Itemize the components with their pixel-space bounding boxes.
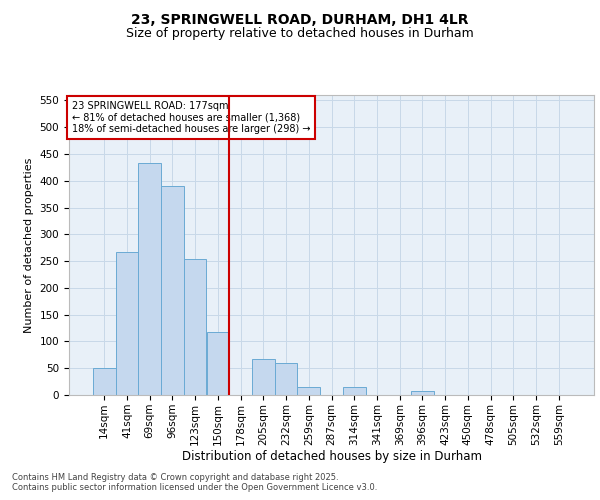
Y-axis label: Number of detached properties: Number of detached properties <box>24 158 34 332</box>
Text: Size of property relative to detached houses in Durham: Size of property relative to detached ho… <box>126 28 474 40</box>
Bar <box>206 332 229 395</box>
Bar <box>411 390 434 395</box>
Bar <box>343 387 365 395</box>
X-axis label: Distribution of detached houses by size in Durham: Distribution of detached houses by size … <box>182 450 482 464</box>
Bar <box>161 186 184 395</box>
Bar <box>116 252 139 395</box>
Bar <box>298 387 320 395</box>
Text: 23 SPRINGWELL ROAD: 177sqm
← 81% of detached houses are smaller (1,368)
18% of s: 23 SPRINGWELL ROAD: 177sqm ← 81% of deta… <box>71 101 310 134</box>
Text: Contains HM Land Registry data © Crown copyright and database right 2025.
Contai: Contains HM Land Registry data © Crown c… <box>12 473 377 492</box>
Bar <box>252 358 275 395</box>
Bar <box>275 363 298 395</box>
Text: 23, SPRINGWELL ROAD, DURHAM, DH1 4LR: 23, SPRINGWELL ROAD, DURHAM, DH1 4LR <box>131 12 469 26</box>
Bar <box>139 163 161 395</box>
Bar <box>93 368 116 395</box>
Bar <box>184 260 206 395</box>
